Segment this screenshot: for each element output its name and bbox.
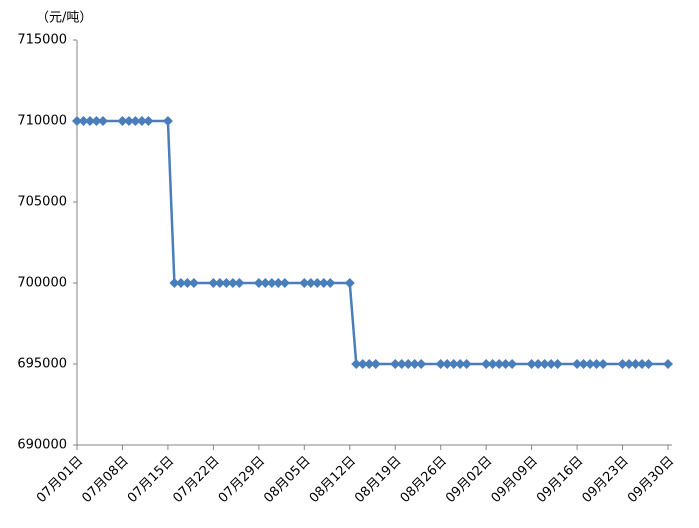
y-unit-label: （元/吨） (36, 11, 92, 26)
marker (364, 359, 375, 369)
x-tick-label: 07月22日 (170, 454, 222, 506)
marker (344, 278, 355, 288)
marker (357, 359, 368, 369)
marker (234, 278, 245, 288)
marker (539, 359, 550, 369)
y-tick-label: 710000 (17, 114, 67, 129)
marker (578, 359, 589, 369)
marker (526, 359, 537, 369)
x-tick-label: 08月26日 (398, 454, 450, 506)
marker (97, 116, 108, 126)
marker (533, 359, 544, 369)
marker (435, 359, 446, 369)
marker (403, 359, 414, 369)
x-tick-label: 07月29日 (216, 454, 268, 506)
marker (266, 278, 277, 288)
y-tick-label: 715000 (17, 33, 67, 48)
marker (572, 359, 583, 369)
marker (78, 116, 89, 126)
marker (416, 359, 427, 369)
marker (260, 278, 271, 288)
marker (143, 116, 154, 126)
x-tick-label: 09月02日 (443, 454, 495, 506)
marker (552, 359, 563, 369)
marker (455, 359, 466, 369)
marker (507, 359, 518, 369)
marker (162, 116, 173, 126)
marker (84, 116, 95, 126)
marker (123, 116, 134, 126)
x-tick-label: 09月16日 (534, 454, 586, 506)
marker (617, 359, 628, 369)
marker (305, 278, 316, 288)
marker (442, 359, 453, 369)
y-tick-label: 690000 (17, 438, 67, 453)
x-tick-label: 09月09日 (489, 454, 541, 506)
marker (136, 116, 147, 126)
marker (461, 359, 472, 369)
marker (253, 278, 264, 288)
line (77, 119, 668, 366)
marker (175, 278, 186, 288)
marker (117, 116, 128, 126)
x-tick-label: 08月19日 (352, 454, 404, 506)
x-tick-label: 07月01日 (34, 454, 86, 506)
marker (208, 278, 219, 288)
marker (169, 278, 180, 288)
marker (214, 278, 225, 288)
marker (409, 359, 420, 369)
marker (390, 359, 401, 369)
x-tick-label: 09月23日 (579, 454, 631, 506)
x-tick-label: 07月15日 (125, 454, 177, 506)
x-tick-label: 07月08日 (79, 454, 131, 506)
x-tick-label: 08月05日 (261, 454, 313, 506)
x-tick-label: 09月30日 (625, 454, 677, 506)
marker (598, 359, 609, 369)
marker (318, 278, 329, 288)
y-tick-label: 695000 (17, 357, 67, 372)
marker (494, 359, 505, 369)
marker (279, 278, 290, 288)
marker (130, 116, 141, 126)
marker (227, 278, 238, 288)
marker (273, 278, 284, 288)
marker (351, 359, 362, 369)
marker (624, 359, 635, 369)
marker (221, 278, 232, 288)
marker (325, 278, 336, 288)
marker (487, 359, 498, 369)
marker (481, 359, 492, 369)
marker (299, 278, 310, 288)
marker (91, 116, 102, 126)
marker (585, 359, 596, 369)
marker (637, 359, 648, 369)
marker (591, 359, 602, 369)
marker (500, 359, 511, 369)
marker (72, 116, 82, 126)
marker (663, 359, 673, 369)
marker (182, 278, 193, 288)
marker (546, 359, 557, 369)
marker (312, 278, 323, 288)
marker (396, 359, 407, 369)
y-tick-label: 705000 (17, 195, 67, 210)
x-tick-label: 08月12日 (307, 454, 359, 506)
marker (370, 359, 381, 369)
y-tick-label: 700000 (17, 276, 67, 291)
marker (448, 359, 459, 369)
marker (188, 278, 199, 288)
marker (643, 359, 654, 369)
marker (630, 359, 641, 369)
